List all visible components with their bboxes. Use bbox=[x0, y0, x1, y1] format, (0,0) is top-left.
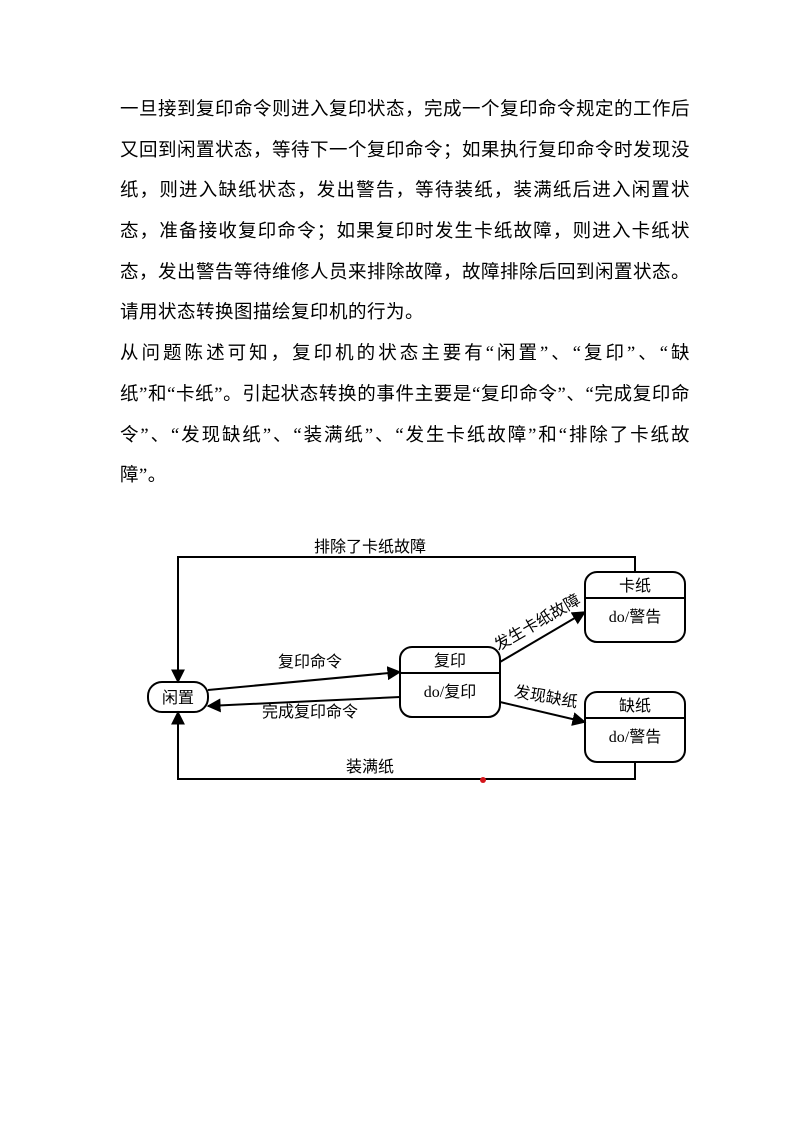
edge-refill bbox=[178, 712, 635, 779]
red-dot-marker bbox=[480, 777, 486, 783]
edge-refill-label: 装满纸 bbox=[346, 758, 394, 776]
edge-copy-cmd-label: 复印命令 bbox=[278, 653, 342, 671]
paragraph-3: 从问题陈述可知，复印机的状态主要有“闲置”、“复印”、“缺纸”和“卡纸”。引起状… bbox=[120, 334, 690, 497]
state-jam-action: do/警告 bbox=[609, 608, 661, 626]
edge-jam-label: 发生卡纸故障 bbox=[491, 591, 583, 655]
paragraph-2: 请用状态转换图描绘复印机的行为。 bbox=[120, 293, 690, 334]
edge-copy-cmd bbox=[208, 672, 400, 690]
state-empty-label: 缺纸 bbox=[619, 697, 651, 715]
edge-done-label: 完成复印命令 bbox=[262, 703, 358, 721]
state-empty-action: do/警告 bbox=[609, 728, 661, 746]
state-copy-label: 复印 bbox=[434, 652, 466, 670]
paragraph-1: 一旦接到复印命令则进入复印状态，完成一个复印命令规定的工作后又回到闲置状态，等待… bbox=[120, 90, 690, 293]
edge-clear-jam bbox=[178, 557, 635, 682]
state-idle-label: 闲置 bbox=[162, 689, 194, 707]
state-copy-action: do/复印 bbox=[424, 683, 476, 701]
document-page: 一旦接到复印命令则进入复印状态，完成一个复印命令规定的工作后又回到闲置状态，等待… bbox=[0, 0, 800, 797]
state-diagram: 闲置复印do/复印卡纸do/警告缺纸do/警告复印命令完成复印命令发生卡纸故障发… bbox=[120, 527, 690, 797]
state-jam-label: 卡纸 bbox=[619, 577, 651, 595]
edge-clear-jam-label: 排除了卡纸故障 bbox=[314, 538, 426, 556]
